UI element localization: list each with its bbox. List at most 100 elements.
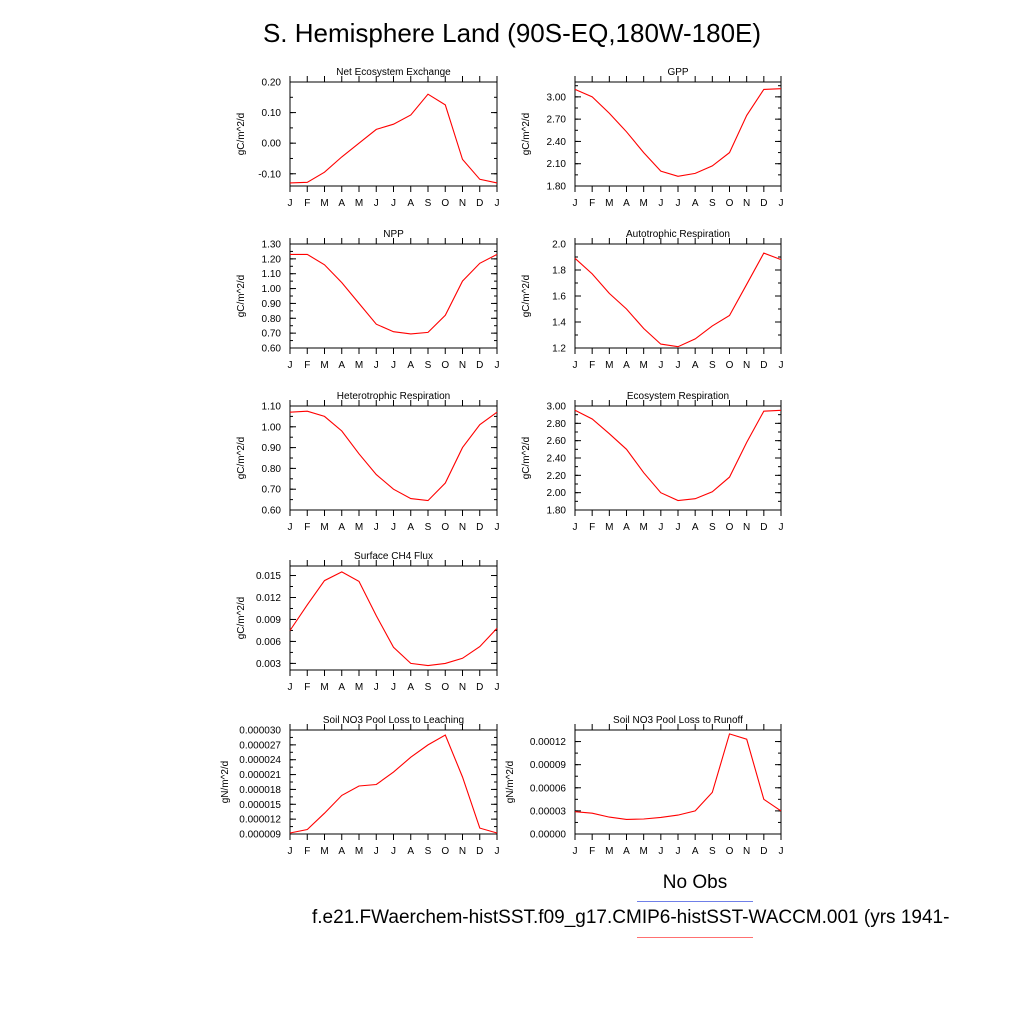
- y-tick-label: 2.70: [547, 115, 567, 126]
- x-tick-label: S: [425, 522, 432, 533]
- y-tick-label: 2.40: [547, 137, 567, 148]
- plot-frame: [289, 565, 498, 671]
- y-tick-label: 0.000021: [239, 770, 281, 781]
- plot-frame: [289, 243, 498, 349]
- y-axis-label: gN/m^2/d: [505, 761, 516, 804]
- x-tick-label: M: [320, 846, 328, 857]
- panel-title: Soil NO3 Pool Loss to Leaching: [323, 715, 464, 726]
- y-tick-label: 0.003: [256, 659, 281, 670]
- x-tick-label: J: [676, 846, 681, 857]
- plot-frame: [574, 729, 782, 835]
- x-tick-label: A: [338, 682, 345, 693]
- x-tick-label: A: [692, 522, 699, 533]
- y-tick-label: 0.90: [262, 299, 282, 310]
- x-tick-label: D: [476, 198, 483, 209]
- x-tick-label: M: [605, 846, 613, 857]
- x-tick-label: D: [476, 522, 483, 533]
- plot-frame: [574, 81, 782, 187]
- y-axis-label: gC/m^2/d: [521, 275, 532, 318]
- x-tick-label: A: [623, 360, 630, 371]
- x-tick-label: J: [573, 360, 578, 371]
- x-tick-label: J: [658, 198, 663, 209]
- panel-8: Soil NO3 Pool Loss to Leaching gN/m^2/d 0.…: [220, 715, 500, 857]
- x-tick-label: N: [743, 360, 750, 371]
- y-axis-label: gC/m^2/d: [236, 597, 247, 640]
- series-line: [574, 252, 782, 348]
- x-tick-label: F: [304, 522, 310, 533]
- x-tick-label: A: [407, 198, 414, 209]
- x-tick-label: J: [288, 198, 293, 209]
- x-tick-label: J: [288, 846, 293, 857]
- y-tick-label: 0.00003: [530, 806, 567, 817]
- x-tick-label: F: [589, 360, 595, 371]
- y-tick-label: 1.80: [547, 182, 567, 193]
- y-tick-label: 0.00012: [530, 737, 567, 748]
- x-tick-label: S: [425, 846, 432, 857]
- x-tick-label: J: [658, 360, 663, 371]
- x-tick-label: J: [391, 198, 396, 209]
- panel-title: Surface CH4 Flux: [354, 551, 433, 562]
- x-tick-label: A: [692, 198, 699, 209]
- panel-7: Surface CH4 Flux gC/m^2/d 0.015 0.012 0.009 0…: [236, 551, 500, 693]
- y-tick-label: 1.00: [262, 422, 282, 433]
- x-tick-label: N: [743, 522, 750, 533]
- plot-frame: [574, 243, 782, 349]
- x-tick-label: S: [709, 846, 716, 857]
- y-tick-label: 1.20: [262, 254, 282, 265]
- x-tick-label: M: [605, 198, 613, 209]
- y-tick-label: 0.009: [256, 615, 281, 626]
- x-tick-label: M: [355, 682, 363, 693]
- y-tick-label: 2.00: [547, 488, 567, 499]
- y-tick-label: 0.80: [262, 314, 282, 325]
- x-tick-label: J: [779, 198, 784, 209]
- x-tick-label: M: [639, 198, 647, 209]
- x-tick-label: J: [374, 522, 379, 533]
- panel-3: NPP gC/m^2/d 1.30 1.20 1.10 1.00 0.90 0.80 0.70 0…: [236, 229, 500, 371]
- y-tick-label: 1.8: [552, 266, 566, 277]
- x-tick-label: S: [709, 522, 716, 533]
- y-tick-label: 0.000009: [239, 830, 281, 841]
- x-tick-label: J: [658, 522, 663, 533]
- x-tick-label: M: [320, 198, 328, 209]
- y-tick-label: 0.00006: [530, 783, 567, 794]
- x-tick-label: S: [709, 198, 716, 209]
- y-tick-label: 0.00000: [530, 830, 567, 841]
- x-tick-label: J: [288, 682, 293, 693]
- x-tick-label: M: [320, 360, 328, 371]
- plot-frame: [289, 81, 498, 187]
- x-tick-label: J: [779, 522, 784, 533]
- y-tick-label: 0.60: [262, 344, 282, 355]
- y-tick-label: 0.60: [262, 506, 282, 517]
- x-tick-label: M: [639, 360, 647, 371]
- x-tick-label: J: [573, 198, 578, 209]
- x-tick-label: O: [441, 682, 449, 693]
- x-tick-label: J: [779, 846, 784, 857]
- y-tick-label: 1.6: [552, 292, 566, 303]
- y-tick-label: 2.20: [547, 471, 567, 482]
- x-tick-label: M: [355, 360, 363, 371]
- y-tick-label: 0.90: [262, 443, 282, 454]
- x-tick-label: M: [605, 522, 613, 533]
- x-tick-label: A: [407, 846, 414, 857]
- x-tick-label: J: [573, 522, 578, 533]
- y-tick-label: 1.4: [552, 318, 566, 329]
- panel-9: Soil NO3 Pool Loss to Runoff gN/m^2/d 0.00…: [505, 715, 784, 857]
- y-tick-label: -0.10: [258, 169, 281, 180]
- y-axis-label: gN/m^2/d: [220, 761, 231, 804]
- x-tick-label: N: [459, 846, 466, 857]
- x-tick-label: J: [658, 846, 663, 857]
- y-tick-label: 2.80: [547, 419, 567, 430]
- x-tick-label: A: [338, 846, 345, 857]
- x-tick-label: M: [320, 682, 328, 693]
- y-tick-label: 0.10: [262, 108, 282, 119]
- x-tick-label: M: [639, 846, 647, 857]
- x-tick-label: O: [726, 522, 734, 533]
- series-line: [289, 734, 498, 834]
- x-tick-label: J: [288, 522, 293, 533]
- panel-title: GPP: [667, 67, 688, 78]
- x-tick-label: A: [692, 846, 699, 857]
- x-tick-label: J: [676, 198, 681, 209]
- x-tick-label: M: [355, 198, 363, 209]
- x-tick-label: N: [743, 846, 750, 857]
- x-tick-label: M: [605, 360, 613, 371]
